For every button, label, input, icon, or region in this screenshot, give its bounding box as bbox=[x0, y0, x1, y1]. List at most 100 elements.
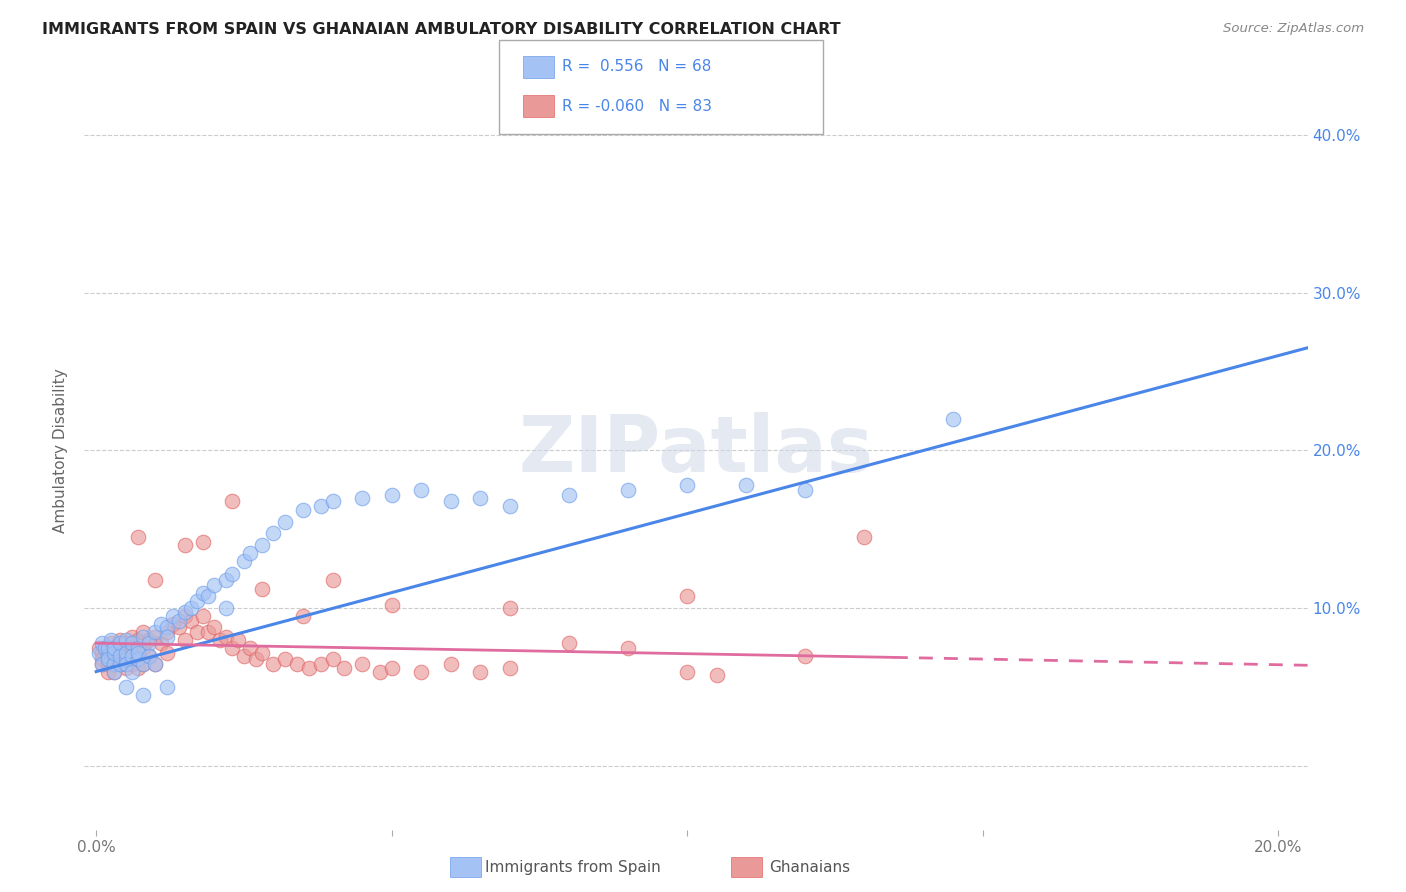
Point bbox=[322, 573, 344, 587]
Point bbox=[150, 617, 173, 632]
Point bbox=[156, 646, 179, 660]
Point bbox=[97, 657, 120, 671]
Point bbox=[138, 633, 160, 648]
Point bbox=[143, 657, 166, 671]
Text: Source: ZipAtlas.com: Source: ZipAtlas.com bbox=[1223, 22, 1364, 36]
Point bbox=[89, 640, 111, 655]
Y-axis label: Ambulatory Disability: Ambulatory Disability bbox=[53, 368, 69, 533]
Point bbox=[226, 633, 249, 648]
Point bbox=[180, 614, 202, 628]
Point bbox=[250, 538, 273, 552]
Point bbox=[114, 652, 136, 666]
Point bbox=[411, 483, 433, 497]
Point bbox=[114, 681, 136, 695]
Point bbox=[103, 665, 125, 679]
Point bbox=[156, 620, 179, 634]
Point bbox=[274, 652, 297, 666]
Point bbox=[94, 640, 117, 655]
Point bbox=[202, 620, 225, 634]
Point bbox=[285, 657, 308, 671]
Point bbox=[676, 589, 699, 603]
Point bbox=[191, 609, 214, 624]
Point bbox=[103, 657, 125, 671]
Point bbox=[239, 546, 262, 560]
Point bbox=[215, 630, 238, 644]
Point bbox=[232, 554, 254, 568]
Point bbox=[215, 573, 238, 587]
Point bbox=[162, 617, 184, 632]
Point bbox=[173, 538, 195, 552]
Point bbox=[322, 494, 344, 508]
Point bbox=[470, 491, 492, 505]
Point bbox=[262, 657, 284, 671]
Point bbox=[127, 633, 149, 648]
Point bbox=[132, 640, 155, 655]
Point bbox=[352, 491, 374, 505]
Point bbox=[103, 648, 125, 663]
Point bbox=[143, 630, 166, 644]
Point bbox=[202, 578, 225, 592]
Point bbox=[706, 667, 728, 681]
Point bbox=[103, 640, 125, 655]
Text: R =  0.556   N = 68: R = 0.556 N = 68 bbox=[562, 60, 711, 74]
Point bbox=[108, 636, 131, 650]
Point bbox=[156, 681, 179, 695]
Point bbox=[91, 646, 114, 660]
Point bbox=[121, 636, 143, 650]
Point bbox=[143, 625, 166, 640]
Point bbox=[250, 646, 273, 660]
Point bbox=[138, 636, 160, 650]
Point bbox=[94, 640, 117, 655]
Point bbox=[121, 648, 143, 663]
Point bbox=[173, 609, 195, 624]
Point bbox=[440, 494, 463, 508]
Point bbox=[103, 640, 125, 655]
Point bbox=[794, 648, 817, 663]
Point bbox=[221, 566, 243, 581]
Point bbox=[156, 630, 179, 644]
Point bbox=[91, 657, 114, 671]
Point bbox=[221, 640, 243, 655]
Point bbox=[132, 630, 155, 644]
Point bbox=[411, 665, 433, 679]
Point bbox=[121, 640, 143, 655]
Point bbox=[143, 657, 166, 671]
Point bbox=[173, 633, 195, 648]
Point bbox=[121, 630, 143, 644]
Point bbox=[97, 640, 120, 655]
Point bbox=[127, 530, 149, 544]
Point bbox=[138, 648, 160, 663]
Point bbox=[197, 625, 219, 640]
Point bbox=[132, 688, 155, 702]
Point bbox=[132, 657, 155, 671]
Point bbox=[209, 633, 232, 648]
Point bbox=[150, 636, 173, 650]
Point bbox=[381, 599, 404, 613]
Point bbox=[942, 412, 965, 426]
Point bbox=[794, 483, 817, 497]
Point bbox=[558, 488, 581, 502]
Point bbox=[735, 478, 758, 492]
Point bbox=[239, 640, 262, 655]
Point bbox=[114, 636, 136, 650]
Point bbox=[132, 657, 155, 671]
Point bbox=[167, 620, 190, 634]
Point bbox=[156, 625, 179, 640]
Point bbox=[91, 636, 114, 650]
Point bbox=[108, 657, 131, 671]
Point bbox=[114, 646, 136, 660]
Text: Ghanaians: Ghanaians bbox=[769, 860, 851, 874]
Point bbox=[499, 499, 522, 513]
Point bbox=[127, 646, 149, 660]
Point bbox=[381, 488, 404, 502]
Point bbox=[853, 530, 876, 544]
Point bbox=[103, 665, 125, 679]
Text: Immigrants from Spain: Immigrants from Spain bbox=[485, 860, 661, 874]
Point bbox=[333, 661, 356, 675]
Point bbox=[262, 525, 284, 540]
Point bbox=[108, 633, 131, 648]
Point bbox=[114, 648, 136, 663]
Point bbox=[114, 633, 136, 648]
Point bbox=[245, 652, 267, 666]
Point bbox=[121, 657, 143, 671]
